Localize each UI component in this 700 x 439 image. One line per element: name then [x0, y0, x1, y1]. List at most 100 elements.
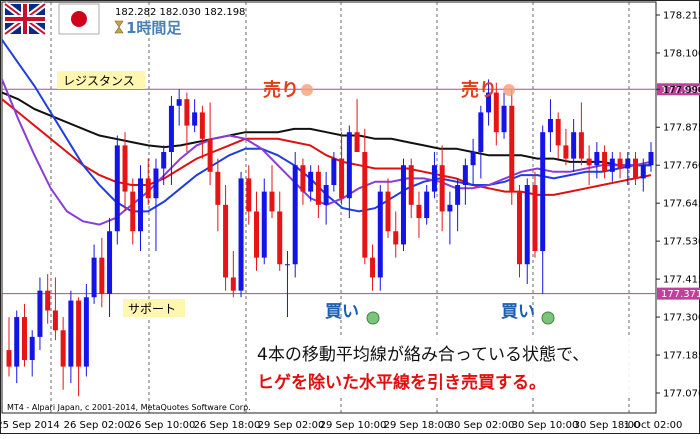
bull-candle [292, 152, 298, 278]
bear-candle [439, 145, 445, 232]
candle-body [362, 152, 368, 258]
price-level-tag-label: 177.990 [661, 85, 700, 96]
candle-body [168, 105, 174, 153]
bull-candle [284, 251, 290, 318]
candle-body [223, 204, 229, 278]
candle-body [99, 257, 105, 294]
candle-body [45, 290, 51, 311]
candle-body [176, 99, 182, 106]
price-tick-label: 177.070 [663, 389, 700, 400]
bear-candle [354, 99, 360, 153]
bull-candle [447, 191, 453, 245]
candle-body [184, 99, 190, 126]
candle-body [6, 350, 12, 367]
bull-candle [83, 284, 89, 377]
bear-candle [493, 82, 499, 146]
candle-body [300, 165, 306, 192]
candle-body [83, 297, 89, 367]
bull-candle [486, 79, 492, 126]
bull-candle [168, 95, 174, 186]
candle-body [571, 132, 577, 159]
bear-candle [555, 112, 561, 159]
bear-candle [145, 158, 151, 205]
bear-candle [509, 89, 515, 205]
bull-candle [331, 152, 337, 192]
price-level-tag [657, 287, 700, 300]
candle-body [586, 158, 592, 166]
price-tick-label: 177.185 [663, 351, 700, 362]
note-line-2: ヒゲを除いた水平線を引き売買する。 [257, 372, 546, 393]
time-tick-label: 1 Oct 02:00 [624, 420, 683, 431]
candle-body [37, 290, 43, 337]
price-axis: 178.215 178.100 177.990 177.875 177.760 177.6… [656, 11, 700, 400]
buy-label-1: 買い [325, 302, 359, 322]
candle-body [517, 191, 523, 265]
candle-body [602, 152, 608, 172]
candle-body [52, 310, 58, 331]
bull-candle [640, 158, 646, 192]
price-level-tag [657, 83, 700, 96]
candle-body [14, 317, 20, 367]
candle-body [21, 317, 27, 360]
candle-body [555, 118, 561, 146]
bear-candle [246, 165, 252, 225]
candle-body [478, 112, 484, 153]
bear-candle [532, 171, 538, 258]
candle-body [594, 152, 600, 166]
candle-body [648, 152, 654, 166]
bull-candle [137, 165, 143, 252]
note-line-1: 4本の移動平均線が絡み合っている状態で、 [257, 345, 589, 365]
bear-candle [52, 277, 58, 341]
candle-body [578, 132, 584, 159]
bear-candle [60, 317, 66, 390]
candle-body [215, 171, 221, 205]
candle-body [122, 145, 128, 192]
candle-body [277, 211, 283, 265]
price-tick-label: 178.100 [663, 48, 700, 59]
candle-body [339, 158, 345, 199]
bear-candle [99, 237, 105, 308]
candle-body [633, 158, 639, 179]
candle-body [447, 204, 453, 212]
bear-candle [215, 158, 221, 232]
bear-candle [300, 158, 306, 205]
bull-candle [114, 135, 120, 245]
bull-candle [153, 158, 159, 252]
bear-candle [122, 132, 128, 212]
candle-body [431, 165, 437, 192]
candle-body [315, 171, 321, 205]
bull-candle [323, 171, 329, 225]
candle-body [354, 132, 360, 153]
candle-body [238, 178, 244, 291]
bull-candle [192, 99, 198, 133]
resistance-tag: レジスタンス [57, 71, 145, 89]
candle-body [261, 191, 267, 258]
candle-body [424, 191, 430, 219]
sell-marker-1 [301, 84, 313, 96]
candle-body [230, 277, 236, 291]
price-tick-label: 177.990 [663, 85, 700, 96]
bear-candle [563, 128, 569, 166]
bull-candle [14, 310, 20, 384]
bull-candle [625, 152, 631, 186]
price-tick-label: 177.875 [663, 123, 700, 134]
candle-body [509, 105, 515, 192]
candle-body [370, 257, 376, 278]
candle-body [393, 231, 399, 245]
bear-candle [370, 244, 376, 291]
bear-candle [633, 152, 639, 186]
bear-candle [184, 92, 190, 153]
candle-body [625, 158, 631, 169]
candle-body [524, 185, 530, 265]
bull-candle [431, 152, 437, 199]
time-tick-label: 30 Sep 10:00 [512, 420, 579, 431]
bear-candle [385, 178, 391, 238]
candle-body [91, 257, 97, 298]
buy-marker-1 [366, 311, 380, 325]
price-tick-label: 177.760 [663, 161, 700, 172]
candle-body [532, 185, 538, 252]
bear-candle [277, 191, 283, 271]
bear-candle [76, 297, 82, 397]
